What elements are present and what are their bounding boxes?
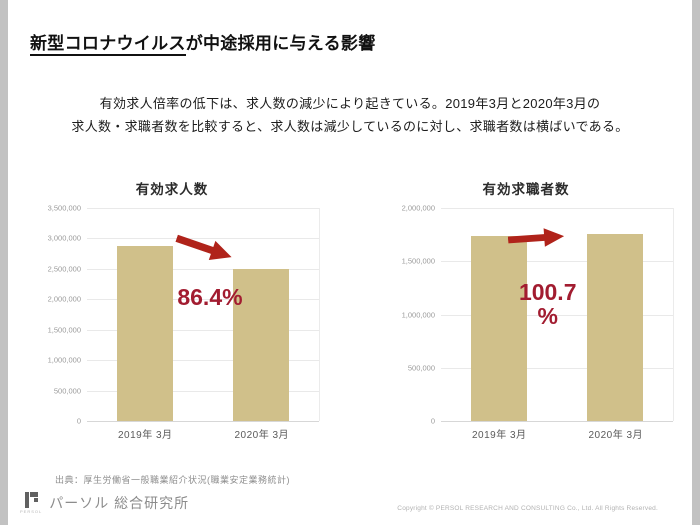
x-category-label: 2020年 3月 — [588, 430, 644, 441]
persol-logo-icon — [24, 492, 39, 508]
page-title-underlined: 新型コロナウイルス — [30, 34, 186, 56]
x-axis-labels: 2019年 3月 2020年 3月 — [87, 426, 320, 441]
percent-label-line: 86.4% — [177, 284, 243, 311]
chart-title: 有効求人数 — [135, 182, 209, 197]
y-tick-label: 500,000 — [53, 386, 81, 396]
window-edge-left — [0, 0, 8, 525]
y-tick-label: 0 — [430, 416, 435, 426]
bar — [117, 245, 173, 421]
flat-arrow-icon — [508, 225, 567, 251]
y-tick-label: 2,500,000 — [47, 264, 81, 274]
page-title: 新型コロナウイルスが中途採用に与える影響 — [30, 29, 376, 56]
plot-area: 86.4% 0 500,000 1,000,000 1,500,000 2,000,00… — [48, 204, 320, 426]
y-tick-label: 1,000,000 — [47, 355, 81, 365]
window-edge-right — [692, 0, 700, 525]
x-category-label: 2019年 3月 — [471, 430, 527, 441]
gridline — [87, 390, 319, 392]
gridline — [87, 329, 319, 331]
gridline — [87, 238, 319, 240]
gridline — [87, 299, 319, 301]
decrease-arrow-icon — [173, 227, 238, 269]
y-tick-label: 2,000,000 — [47, 294, 81, 304]
intro-line-1: 有効求人倍率の低下は、求人数の減少により起きている。2019年3月と2020年3… — [99, 96, 601, 111]
page-title-rest: が中途採用に与える影響 — [185, 34, 376, 53]
y-tick-label: 1,500,000 — [401, 256, 435, 266]
plot-area: 100.7% 0 500,000 1,000,000 1,500,000 2,000,0… — [402, 204, 674, 426]
bar — [471, 235, 527, 421]
chart-job-seekers: 有効求職者数 100.7% 0 500,000 1,000,000 1,500,000… — [378, 178, 674, 441]
x-axis-labels: 2019年 3月 2020年 3月 — [441, 426, 674, 441]
percent-label: 100.7% — [519, 280, 577, 328]
persol-logo-text: PERSOL — [20, 509, 43, 514]
brand-name: パーソル 総合研究所 — [49, 495, 190, 511]
chart-job-openings: 有効求人数 86.4% 0 500,000 1,000,000 1,500,000 2,… — [24, 178, 320, 441]
gridline — [87, 421, 319, 422]
gridline — [441, 367, 673, 369]
gridline — [441, 261, 673, 263]
source-note: 出典：厚生労働省一般職業紹介状況(職業安定業務統計) — [55, 475, 290, 485]
percent-label: 86.4% — [177, 285, 242, 309]
y-tick-label: 1,000,000 — [401, 310, 435, 319]
bar — [587, 234, 643, 421]
bar — [233, 269, 289, 421]
y-tick-label: 0 — [76, 416, 81, 426]
x-category-label: 2019年 3月 — [117, 430, 173, 441]
persol-logo: PERSOL — [20, 492, 42, 514]
gridline — [87, 268, 319, 270]
footer-brand: PERSOL パーソル 総合研究所 — [20, 492, 189, 514]
intro-text: 有効求人倍率の低下は、求人数の減少により起きている。2019年3月と2020年3… — [0, 92, 700, 139]
gridline — [441, 208, 673, 209]
y-tick-label: 500,000 — [407, 363, 435, 373]
x-category-label: 2020年 3月 — [234, 430, 290, 441]
percent-label-line: 100.7 — [518, 278, 577, 305]
y-tick-label: 3,500,000 — [47, 203, 81, 213]
intro-line-2: 求人数・求職者数を比較すると、求人数は減少しているのに対し、求職者数は横ばいであ… — [71, 119, 629, 135]
y-tick-label: 2,000,000 — [401, 203, 435, 213]
chart-title: 有効求職者数 — [482, 182, 570, 197]
gridline — [87, 208, 319, 209]
gridline — [441, 421, 673, 422]
copyright-text: Copyright © PERSOL RESEARCH AND CONSULTI… — [397, 505, 658, 512]
percent-label-line: % — [537, 302, 558, 329]
gridline — [87, 360, 319, 362]
gridline — [441, 314, 673, 316]
y-tick-label: 1,500,000 — [47, 325, 81, 335]
y-tick-label: 3,000,000 — [47, 233, 81, 243]
